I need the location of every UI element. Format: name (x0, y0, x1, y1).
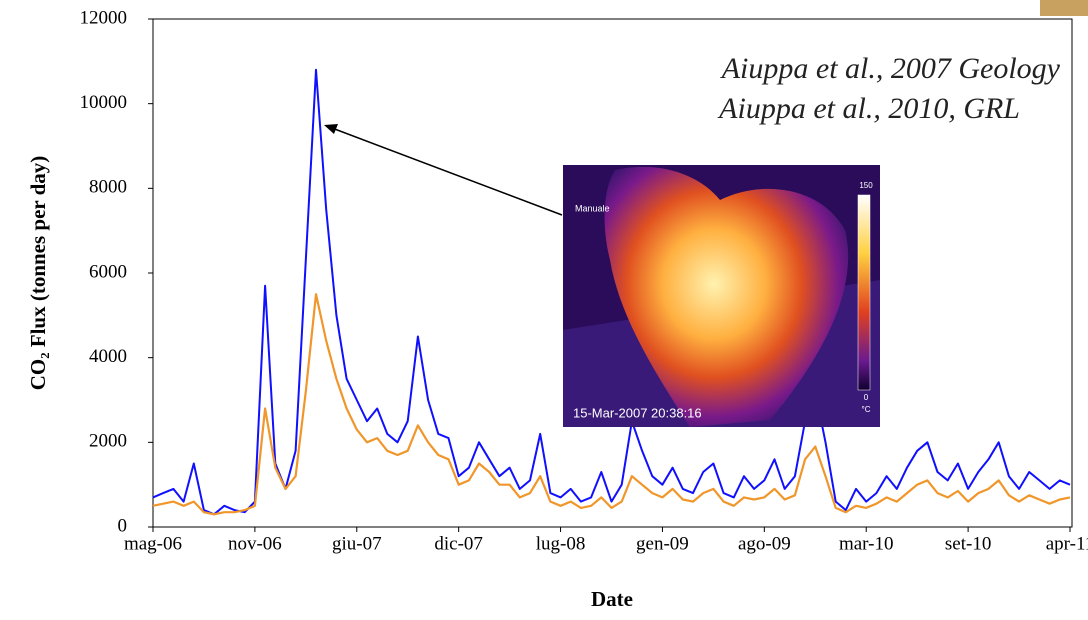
x-tick-label: gen-09 (636, 533, 689, 554)
inset-timestamp: 15-Mar-2007 20:38:16 (573, 405, 702, 420)
x-tick-label: dic-07 (434, 533, 483, 554)
arrow (331, 127, 563, 216)
arrow-head (324, 124, 338, 134)
inset-colorbar (857, 194, 871, 391)
inset-mode: Manuale (575, 203, 610, 213)
inset-scale-max: 150 (859, 181, 873, 190)
corner-image (1040, 0, 1088, 16)
x-tick-label: set-10 (945, 533, 991, 554)
series-line (152, 293, 1071, 516)
x-tick-label: lug-08 (536, 533, 586, 554)
x-tick-label: mar-10 (839, 533, 894, 554)
x-tick-label: nov-06 (228, 533, 282, 554)
inset-unit: °C (862, 405, 871, 414)
x-tick-label: ago-09 (738, 533, 791, 554)
y-tick-label: 6000 (89, 261, 127, 282)
y-tick-label: 12000 (80, 7, 128, 28)
inset-scale-min: 0 (864, 393, 869, 402)
x-axis-title: Date (591, 587, 633, 611)
y-tick-label: 0 (118, 515, 128, 536)
series-line (152, 68, 1071, 516)
y-tick-label: 2000 (89, 431, 127, 452)
annotation: Aiuppa et al., 2010, GRL (717, 92, 1020, 125)
x-tick-label: giu-07 (332, 533, 382, 554)
y-tick-label: 8000 (89, 177, 127, 198)
x-tick-label: apr-11 (1046, 533, 1088, 554)
inset-image: Manuale 150 0 °C 15-Mar-2007 20:38:16 (563, 165, 880, 428)
y-axis-title: CO₂ Flux (tonnes per day) (26, 156, 50, 391)
annotation: Aiuppa et al., 2007 Geology (720, 52, 1061, 85)
x-tick-label: mag-06 (124, 533, 182, 554)
inset-plume (604, 166, 849, 428)
plot (152, 68, 1071, 516)
y-tick-label: 10000 (80, 92, 128, 113)
y-tick-label: 4000 (89, 346, 127, 367)
